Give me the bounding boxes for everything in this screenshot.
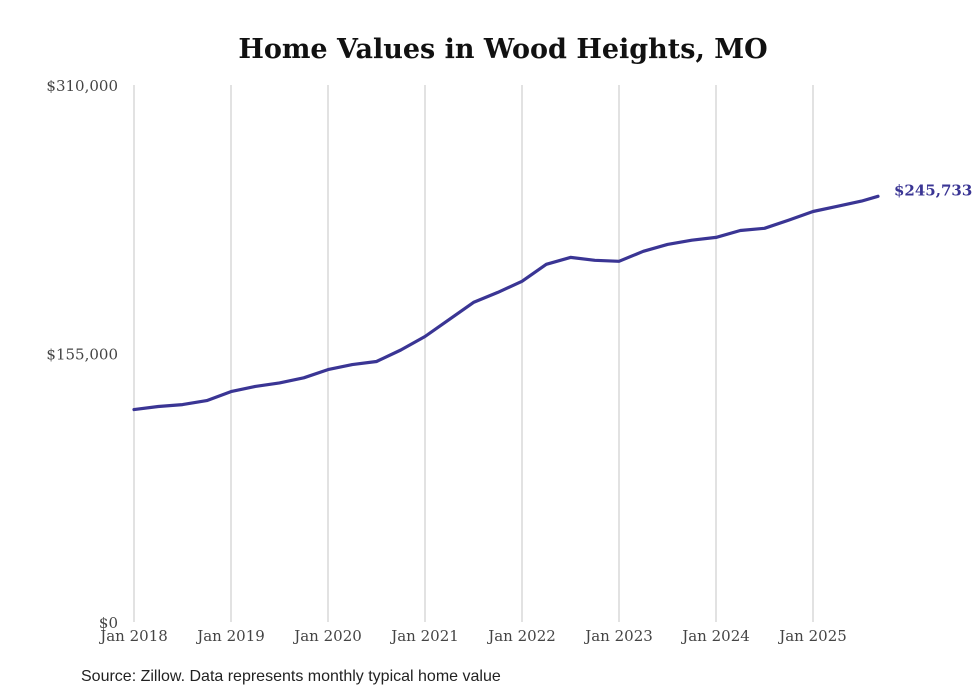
x-tick-label: Jan 2025	[777, 627, 847, 645]
x-tick-label: Jan 2020	[292, 627, 362, 645]
x-tick-label: Jan 2023	[583, 627, 653, 645]
x-tick-label: Jan 2019	[195, 627, 265, 645]
y-tick-label: $0	[99, 614, 118, 632]
chart-title: Home Values in Wood Heights, MO	[238, 34, 767, 65]
y-tick-label: $155,000	[46, 346, 118, 364]
x-tick-label: Jan 2024	[680, 627, 750, 645]
x-tick-label: Jan 2021	[389, 627, 459, 645]
y-tick-label: $310,000	[46, 77, 118, 95]
x-tick-label: Jan 2018	[98, 627, 168, 645]
end-value-label: $245,733	[894, 181, 972, 199]
source-note: Source: Zillow. Data represents monthly …	[81, 668, 501, 685]
x-tick-label: Jan 2022	[486, 627, 556, 645]
series-line	[132, 194, 880, 412]
